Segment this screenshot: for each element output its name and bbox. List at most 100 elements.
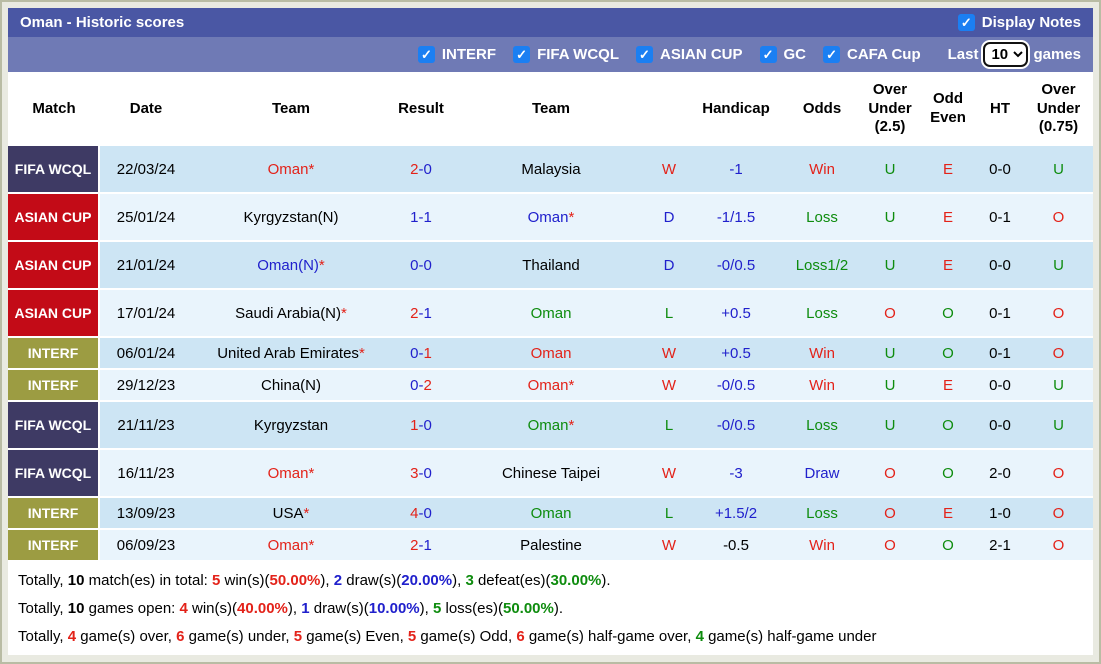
team1-cell: Kyrgyzstan(N) xyxy=(192,194,390,240)
team-name: Oman xyxy=(530,504,572,522)
competition-badge: ASIAN CUP xyxy=(8,194,100,240)
last-games-select[interactable]: 10 xyxy=(983,42,1029,67)
result-cell: 0-0 xyxy=(390,242,452,288)
summary-segment: Totally, xyxy=(18,600,68,617)
title-bar: Oman - Historic scores ✓ Display Notes xyxy=(8,8,1093,37)
header-ht: HT xyxy=(976,74,1024,144)
competition-badge: FIFA WCQL xyxy=(8,402,100,448)
summary-segment: ), xyxy=(419,600,433,617)
team-asterisk: * xyxy=(303,504,310,522)
games-label: games xyxy=(1033,46,1081,63)
result-cell: 4-0 xyxy=(390,498,452,528)
team-name: Saudi Arabia(N) xyxy=(235,304,342,322)
summary-segment: Totally, xyxy=(18,572,68,589)
filter-checkbox-asian-cup[interactable]: ✓ xyxy=(636,46,653,63)
date-cell: 17/01/24 xyxy=(100,290,192,336)
handicap-cell: +1.5/2 xyxy=(688,498,784,528)
summary-segment: 50.00% xyxy=(502,600,554,617)
header-odd-even: Odd Even xyxy=(920,74,976,144)
summary-segment: win(s)( xyxy=(220,572,270,589)
filter-item-fifa-wcql: ✓ FIFA WCQL xyxy=(513,46,619,63)
team-name: USA xyxy=(272,504,304,522)
team-name: Oman xyxy=(527,376,569,394)
result-away-score: 1 xyxy=(423,536,432,554)
result-home-score: 3 xyxy=(410,464,419,482)
summary-segment: 5 xyxy=(432,600,442,617)
wdl-cell: L xyxy=(650,402,688,448)
team-name: Oman xyxy=(267,464,309,482)
handicap-cell: -0.5 xyxy=(688,530,784,560)
over-under-0-75-cell: O xyxy=(1024,290,1093,336)
date-cell: 21/11/23 xyxy=(100,402,192,448)
table-row: INTERF 29/12/23 China(N) 0-2 Oman* W -0/0.5 Win… xyxy=(8,370,1093,400)
odds-cell: Loss xyxy=(784,498,860,528)
wdl-cell: W xyxy=(650,338,688,368)
team-name: Oman xyxy=(530,304,572,322)
summary-segment: 10 xyxy=(67,572,85,589)
filter-checkbox-interf[interactable]: ✓ xyxy=(417,46,435,63)
summary-segment: 6 xyxy=(176,628,185,645)
over-under-2-5-cell: U xyxy=(860,146,920,192)
result-home-score: 4 xyxy=(410,504,419,522)
result-dash: - xyxy=(418,256,424,274)
team-name: Oman xyxy=(267,536,309,554)
handicap-cell: -1/1.5 xyxy=(688,194,784,240)
team1-cell: Saudi Arabia(N)* xyxy=(192,290,390,336)
result-home-score: 0 xyxy=(410,344,419,362)
wdl-cell: W xyxy=(650,146,688,192)
scores-table: Match Date Team Result Team Handicap Odd… xyxy=(8,72,1093,562)
team1-cell: Oman(N)* xyxy=(192,242,390,288)
table-row: INTERF 06/09/23 Oman* 2-1 Palestine W -0.5 Win O… xyxy=(8,530,1093,560)
filter-checkbox-cafa-cup[interactable]: ✓ xyxy=(823,46,841,63)
odds-cell: Win xyxy=(784,146,860,192)
odd-even-cell: E xyxy=(920,498,976,528)
team1-cell: USA* xyxy=(192,498,390,528)
over-under-2-5-cell: U xyxy=(860,194,920,240)
header-match: Match xyxy=(8,74,100,144)
header-date: Date xyxy=(100,74,192,144)
team2-cell: Oman* xyxy=(452,370,650,400)
over-under-2-5-cell: O xyxy=(860,530,920,560)
team-name: Palestine xyxy=(520,536,582,554)
summary-segment: 50.00% xyxy=(269,572,321,589)
summary-segment: Totally, xyxy=(18,628,68,645)
summary-segment: ), xyxy=(452,572,466,589)
wdl-cell: L xyxy=(650,498,688,528)
summary-segment: ). xyxy=(601,572,611,589)
result-away-score: 1 xyxy=(423,344,432,362)
competition-badge: FIFA WCQL xyxy=(8,146,100,192)
ht-cell: 0-0 xyxy=(976,370,1024,400)
summary-segment: 10.00% xyxy=(368,600,420,617)
ht-cell: 0-0 xyxy=(976,242,1024,288)
wdl-cell: L xyxy=(650,290,688,336)
summary-segment: 5 xyxy=(211,572,221,589)
header-team1: Team xyxy=(192,74,390,144)
filter-checkbox-fifa-wcql[interactable]: ✓ xyxy=(513,46,531,63)
table-row: FIFA WCQL 22/03/24 Oman* 2-0 Malaysia W -1 Win U… xyxy=(8,146,1093,192)
over-under-2-5-cell: U xyxy=(860,338,920,368)
competition-badge: FIFA WCQL xyxy=(8,450,100,496)
header-wdl xyxy=(650,74,688,144)
wdl-cell: D xyxy=(650,194,688,240)
handicap-cell: -0/0.5 xyxy=(688,242,784,288)
result-cell: 0-2 xyxy=(390,370,452,400)
summary-segment: 2 xyxy=(333,572,343,589)
odd-even-cell: E xyxy=(920,146,976,192)
odds-cell: Draw xyxy=(784,450,860,496)
display-notes-checkbox[interactable]: ✓ xyxy=(957,14,975,31)
team-name: Malaysia xyxy=(521,160,581,178)
over-under-0-75-cell: U xyxy=(1024,370,1093,400)
team2-cell: Oman* xyxy=(452,402,650,448)
filter-checkbox-gc[interactable]: ✓ xyxy=(759,46,777,63)
over-under-0-75-cell: O xyxy=(1024,530,1093,560)
result-home-score: 1 xyxy=(410,208,419,226)
result-dash: - xyxy=(418,376,424,394)
wdl-cell: W xyxy=(650,370,688,400)
filter-label-asian-cup: ASIAN CUP xyxy=(660,46,743,63)
team-name: Thailand xyxy=(522,256,580,274)
ht-cell: 2-1 xyxy=(976,530,1024,560)
result-cell: 0-1 xyxy=(390,338,452,368)
team2-cell: Chinese Taipei xyxy=(452,450,650,496)
ht-cell: 0-1 xyxy=(976,194,1024,240)
summary-segment: defeat(es)( xyxy=(473,572,551,589)
